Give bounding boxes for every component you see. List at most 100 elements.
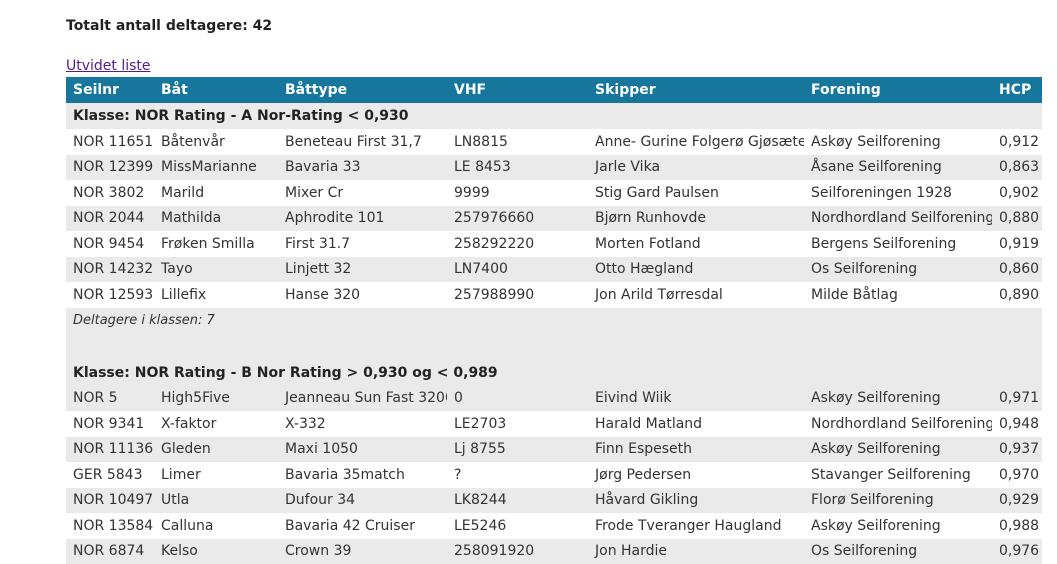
cell-hcp: 0,912 (992, 129, 1042, 155)
cell-seilnr: NOR 11651 (66, 129, 154, 155)
cell-hcp: 0,880 (992, 206, 1042, 232)
cell-vhf: LK8244 (447, 488, 588, 514)
header-skipper: Skipper (588, 77, 804, 103)
cell-skipper: Stig Gard Paulsen (588, 180, 804, 206)
cell-forening: Askøy Seilforening (804, 513, 992, 539)
cell-vhf: 258292220 (447, 231, 588, 257)
header-forening: Forening (804, 77, 992, 103)
table-row: NOR 9341 X-faktor X-332 LE2703 Harald Ma… (66, 411, 1042, 437)
cell-skipper: Jon Arild Tørresdal (588, 282, 804, 308)
cell-forening: Askøy Seilforening (804, 386, 992, 412)
cell-bat: Calluna (154, 513, 278, 539)
cell-skipper: Finn Espeseth (588, 437, 804, 463)
cell-vhf: LE5246 (447, 513, 588, 539)
table-row: NOR 11136 Gleden Maxi 1050 Lj 8755 Finn … (66, 437, 1042, 463)
cell-battype: Aphrodite 101 (278, 206, 447, 232)
table-header-row: Seilnr Båt Båttype VHF Skipper Forening … (66, 77, 1042, 103)
class-count-row: Deltagere i klassen: 7 (66, 308, 1042, 360)
cell-hcp: 0,971 (992, 386, 1042, 412)
cell-hcp: 0,988 (992, 513, 1042, 539)
cell-bat: X-faktor (154, 411, 278, 437)
cell-seilnr: NOR 3802 (66, 180, 154, 206)
cell-battype: Mixer Cr (278, 180, 447, 206)
header-hcp: HCP (992, 77, 1042, 103)
cell-bat: MissMarianne (154, 155, 278, 181)
cell-forening: Seilforeningen 1928 (804, 180, 992, 206)
cell-battype: Jeanneau Sun Fast 3200 (278, 386, 447, 412)
cell-hcp: 0,919 (992, 231, 1042, 257)
cell-seilnr: NOR 9454 (66, 231, 154, 257)
table-row: NOR 12593 Lillefix Hanse 320 257988990 J… (66, 282, 1042, 308)
cell-seilnr: NOR 6874 (66, 539, 154, 564)
cell-battype: Bavaria 33 (278, 155, 447, 181)
cell-seilnr: NOR 5 (66, 386, 154, 412)
cell-bat: Frøken Smilla (154, 231, 278, 257)
cell-vhf: 9999 (447, 180, 588, 206)
table-row: NOR 9454 Frøken Smilla First 31.7 258292… (66, 231, 1042, 257)
cell-skipper: Frode Tveranger Haugland (588, 513, 804, 539)
cell-vhf: ? (447, 462, 588, 488)
cell-bat: Tayo (154, 257, 278, 283)
cell-bat: Lillefix (154, 282, 278, 308)
cell-hcp: 0,970 (992, 462, 1042, 488)
cell-skipper: Anne- Gurine Folgerø Gjøsæter (588, 129, 804, 155)
cell-vhf: 257988990 (447, 282, 588, 308)
cell-battype: Maxi 1050 (278, 437, 447, 463)
cell-bat: Marild (154, 180, 278, 206)
table-row: NOR 13584 Calluna Bavaria 42 Cruiser LE5… (66, 513, 1042, 539)
cell-seilnr: NOR 12593 (66, 282, 154, 308)
cell-forening: Askøy Seilforening (804, 129, 992, 155)
cell-forening: Askøy Seilforening (804, 437, 992, 463)
cell-seilnr: NOR 10497 (66, 488, 154, 514)
cell-battype: First 31.7 (278, 231, 447, 257)
cell-forening: Florø Seilforening (804, 488, 992, 514)
cell-forening: Bergens Seilforening (804, 231, 992, 257)
cell-forening: Åsane Seilforening (804, 155, 992, 181)
cell-battype: X-332 (278, 411, 447, 437)
cell-vhf: LE 8453 (447, 155, 588, 181)
total-participants: Totalt antall deltagere: 42 (66, 18, 272, 34)
cell-forening: Nordhordland Seilforening (804, 206, 992, 232)
cell-battype: Beneteau First 31,7 (278, 129, 447, 155)
cell-vhf: LE2703 (447, 411, 588, 437)
cell-vhf: 257976660 (447, 206, 588, 232)
cell-vhf: 258091920 (447, 539, 588, 564)
cell-forening: Os Seilforening (804, 539, 992, 564)
table-row: NOR 2044 Mathilda Aphrodite 101 25797666… (66, 206, 1042, 232)
table-row: NOR 14232 Tayo Linjett 32 LN7400 Otto Hæ… (66, 257, 1042, 283)
cell-bat: Mathilda (154, 206, 278, 232)
cell-forening: Nordhordland Seilforening (804, 411, 992, 437)
cell-skipper: Jon Hardie (588, 539, 804, 564)
cell-hcp: 0,860 (992, 257, 1042, 283)
cell-bat: High5Five (154, 386, 278, 412)
cell-hcp: 0,976 (992, 539, 1042, 564)
cell-hcp: 0,929 (992, 488, 1042, 514)
cell-battype: Linjett 32 (278, 257, 447, 283)
cell-battype: Dufour 34 (278, 488, 447, 514)
cell-bat: Båtenvår (154, 129, 278, 155)
cell-seilnr: GER 5843 (66, 462, 154, 488)
table-row: NOR 6874 Kelso Crown 39 258091920 Jon Ha… (66, 539, 1042, 564)
cell-hcp: 0,937 (992, 437, 1042, 463)
table-row: NOR 3802 Marild Mixer Cr 9999 Stig Gard … (66, 180, 1042, 206)
cell-battype: Bavaria 35match (278, 462, 447, 488)
cell-seilnr: NOR 11136 (66, 437, 154, 463)
header-seilnr: Seilnr (66, 77, 154, 103)
cell-bat: Kelso (154, 539, 278, 564)
cell-skipper: Håvard Gikling (588, 488, 804, 514)
cell-skipper: Morten Fotland (588, 231, 804, 257)
cell-battype: Crown 39 (278, 539, 447, 564)
cell-skipper: Otto Hægland (588, 257, 804, 283)
cell-skipper: Bjørn Runhovde (588, 206, 804, 232)
cell-battype: Bavaria 42 Cruiser (278, 513, 447, 539)
table-row: NOR 10497 Utla Dufour 34 LK8244 Håvard G… (66, 488, 1042, 514)
class-count: Deltagere i klassen: 7 (66, 308, 1042, 360)
cell-skipper: Jørg Pedersen (588, 462, 804, 488)
class-heading: Klasse: NOR Rating - B Nor Rating > 0,93… (66, 360, 1042, 386)
expanded-list-link[interactable]: Utvidet liste (66, 58, 151, 74)
cell-hcp: 0,948 (992, 411, 1042, 437)
cell-bat: Utla (154, 488, 278, 514)
cell-forening: Stavanger Seilforening (804, 462, 992, 488)
cell-seilnr: NOR 12399 (66, 155, 154, 181)
cell-vhf: LN8815 (447, 129, 588, 155)
